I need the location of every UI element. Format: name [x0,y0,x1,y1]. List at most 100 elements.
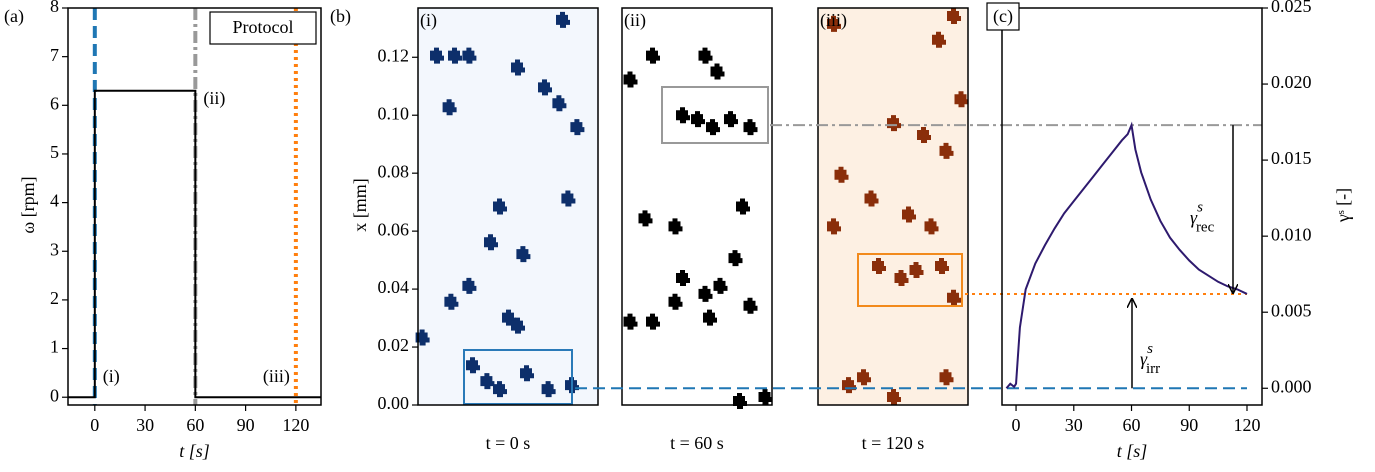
particle [857,369,871,386]
y-tick-label: 2 [50,288,59,308]
x-axis-label: t [s] [1117,441,1148,461]
particle [430,47,444,64]
particle [668,218,683,235]
x-tick-label: 0 [1012,415,1021,435]
particle [954,91,969,108]
y-tick-label: 0 [50,385,59,405]
particle [834,166,849,183]
particle [703,309,717,326]
x-tick-label: 120 [1233,415,1260,435]
y-tick-label: 6 [50,93,59,113]
particle [448,47,462,64]
particle [623,71,638,88]
annotation-symbol: γ [1140,349,1148,369]
image-frame [621,7,773,406]
panel-label: (b) [330,6,351,27]
particle [493,198,507,215]
annotation: γs rec [1190,200,1215,236]
x-tick-label: 90 [237,415,255,435]
panel-sublabel: (ii) [624,10,646,31]
y-tick-label: 1 [50,337,59,357]
panel-caption: t = 120 s [862,433,925,453]
particle [902,206,916,223]
x-tick-label: 30 [1065,415,1083,435]
y-tick-label: 0.02 [378,335,410,355]
particle [698,47,713,64]
particle [538,79,552,96]
particle [728,250,743,267]
particle [676,269,690,286]
particle [864,190,879,207]
panel-label-box [986,2,1020,31]
particle [710,63,725,80]
y-tick-label: 3 [50,239,59,259]
particle [758,389,773,406]
particle [887,389,901,406]
highlight-box [857,253,963,307]
panel-caption: t = 0 s [486,433,531,453]
y-axis-label: x [mm] [350,178,370,232]
image-background [818,8,968,405]
particle [698,285,713,302]
particle [561,190,576,207]
data-line [1005,121,1248,389]
annotation-symbol: γ [1190,208,1198,228]
particle [520,365,534,382]
particle [932,31,946,48]
particle [511,317,525,334]
particle [646,47,660,64]
particle [939,369,954,386]
y-tick-label: 4 [50,191,59,211]
particle [493,381,507,398]
particle [638,210,653,227]
particle [947,289,961,306]
y-tick-label: 0.010 [1271,224,1312,244]
y-tick-label: 0.000 [1271,376,1312,396]
particle [511,59,525,76]
particle [442,99,457,116]
particle [552,95,567,112]
annotation-sub: irr [1146,362,1160,378]
particle [676,107,690,124]
particle [623,313,638,330]
reference-label: (iii) [263,366,290,387]
x-tick-label: 60 [1123,415,1141,435]
y-tick-label: 7 [50,45,59,65]
particle [827,15,841,32]
particle [872,258,886,275]
x-tick-label: 120 [282,415,309,435]
highlight-box [463,349,573,405]
y-tick-label: 0.04 [378,277,410,297]
panel-label: (c) [993,6,1013,27]
y-axis-label: γˢ [-] [1333,188,1353,223]
particle [415,329,430,346]
annotation: γs irr [1140,342,1160,378]
legend-label: Protocol [233,17,294,37]
particle [743,119,758,136]
annotation-sup: s [1197,200,1203,216]
x-tick-label: 60 [186,415,204,435]
legend-box [209,11,317,45]
data-line [68,89,321,399]
panel-sublabel: (i) [420,10,437,31]
y-tick-label: 0.015 [1271,148,1312,168]
particle [917,127,931,144]
y-tick-label: 0.005 [1271,300,1312,320]
particle [724,111,738,128]
particle [827,218,841,235]
y-tick-label: 5 [50,142,59,162]
particle [480,373,495,390]
y-tick-label: 0.00 [378,393,410,413]
particle [736,198,750,215]
y-tick-label: 0.06 [378,219,410,239]
x-tick-label: 90 [1180,415,1198,435]
panel-sublabel: (iii) [820,10,847,31]
image-frame [817,7,969,406]
panel-caption: t = 60 s [670,433,724,453]
particle [646,313,660,330]
particle [909,262,924,279]
particle [713,277,728,294]
particle [939,142,954,159]
annotation-sub: rec [1196,220,1215,236]
